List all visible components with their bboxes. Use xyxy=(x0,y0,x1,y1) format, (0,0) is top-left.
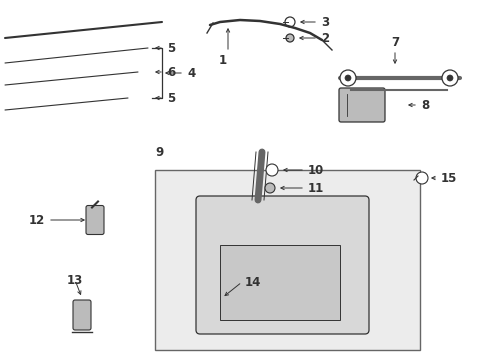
Text: 4: 4 xyxy=(186,67,195,80)
Text: 14: 14 xyxy=(244,275,261,288)
Text: 13: 13 xyxy=(67,274,83,287)
Text: 12: 12 xyxy=(29,213,45,226)
Circle shape xyxy=(265,164,278,176)
Bar xyxy=(220,245,339,320)
Text: 7: 7 xyxy=(390,36,398,49)
Bar xyxy=(155,170,419,350)
Text: 6: 6 xyxy=(167,66,175,78)
Text: 5: 5 xyxy=(167,91,175,104)
Circle shape xyxy=(345,75,350,81)
Circle shape xyxy=(446,75,452,81)
Circle shape xyxy=(264,183,274,193)
Circle shape xyxy=(285,34,293,42)
Circle shape xyxy=(415,172,427,184)
Text: 9: 9 xyxy=(155,145,163,158)
Circle shape xyxy=(441,70,457,86)
Text: 2: 2 xyxy=(320,31,328,45)
FancyBboxPatch shape xyxy=(338,88,384,122)
FancyBboxPatch shape xyxy=(73,300,91,330)
Text: 10: 10 xyxy=(307,163,324,176)
Text: 3: 3 xyxy=(320,15,328,28)
Text: 5: 5 xyxy=(167,41,175,54)
Text: 8: 8 xyxy=(420,99,428,112)
Text: 15: 15 xyxy=(440,171,456,185)
FancyBboxPatch shape xyxy=(196,196,368,334)
FancyBboxPatch shape xyxy=(86,206,104,234)
Circle shape xyxy=(339,70,355,86)
Text: 11: 11 xyxy=(307,181,324,194)
Text: 1: 1 xyxy=(219,54,226,67)
